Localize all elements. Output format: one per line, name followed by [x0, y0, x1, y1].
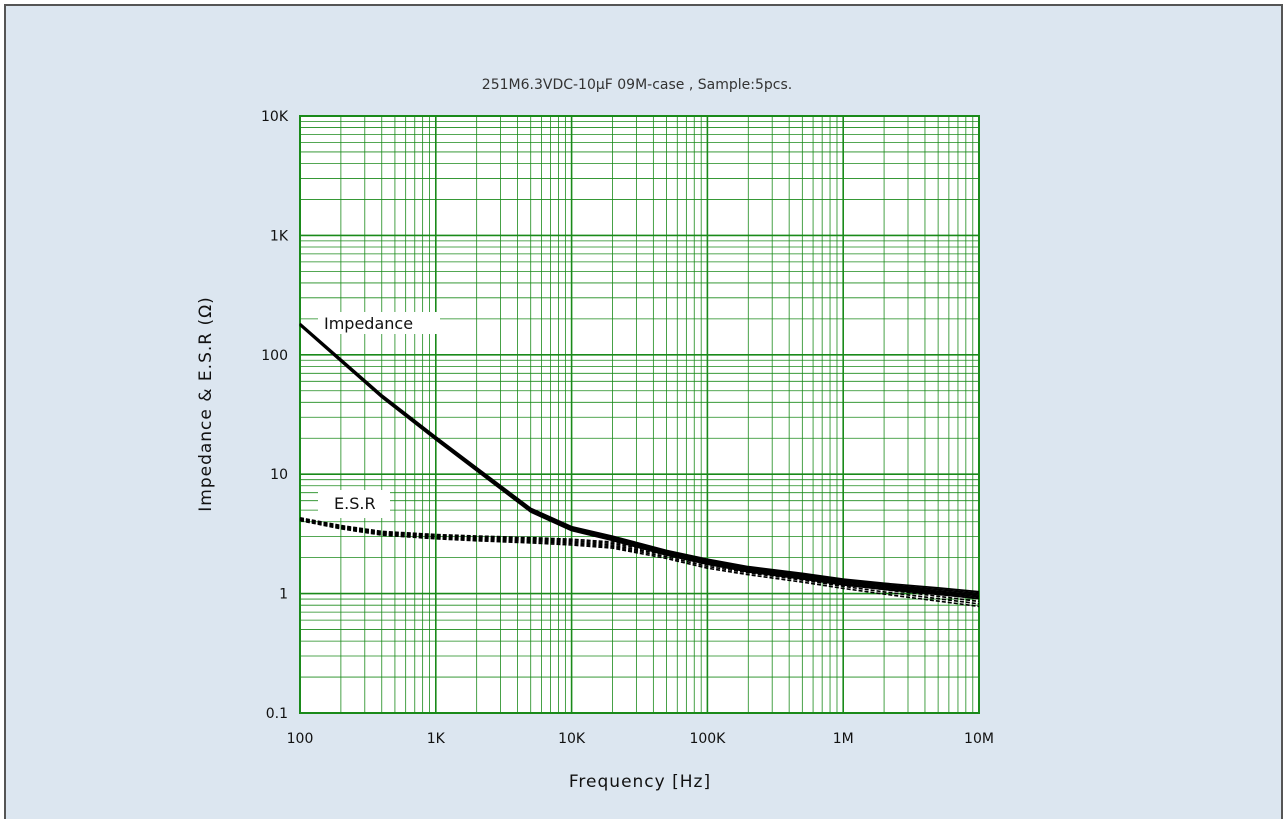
chart-title: 251M6.3VDC-10μF 09M-case , Sample:5pcs.	[482, 77, 792, 93]
x-tick-label: 1M	[833, 731, 854, 747]
y-tick-label: 10	[270, 467, 288, 483]
x-tick-labels: 100 1K 10K 100K 1M 10M	[287, 731, 994, 747]
series-line	[299, 519, 980, 608]
series-line	[299, 517, 980, 598]
series-line	[299, 518, 980, 603]
impedance-label-bg	[318, 312, 440, 334]
esr-annotation: E.S.R	[334, 494, 376, 513]
x-tick-label: 10M	[964, 731, 994, 747]
x-tick-label: 100	[287, 731, 314, 747]
series-impedance	[299, 322, 980, 600]
series-line	[299, 519, 980, 605]
y-tick-labels: 0.1 1 10 100 1K 10K	[261, 109, 289, 722]
x-tick-label: 1K	[427, 731, 446, 747]
y-tick-label: 1	[279, 587, 288, 603]
y-tick-label: 10K	[261, 109, 289, 125]
series-line	[299, 517, 980, 600]
series-line	[299, 322, 980, 593]
y-tick-label: 0.1	[266, 706, 288, 722]
y-tick-label: 1K	[270, 228, 289, 244]
series-group	[299, 322, 980, 608]
y-tick-label: 100	[261, 348, 288, 364]
x-axis-label: Frequency [Hz]	[569, 772, 711, 792]
plot-area	[300, 116, 979, 713]
impedance-annotation: Impedance	[324, 314, 413, 333]
y-axis-label: Impedance & E.S.R (Ω)	[196, 296, 216, 512]
esr-label-bg	[318, 490, 390, 518]
x-tick-label: 100K	[689, 731, 726, 747]
x-tick-label: 10K	[558, 731, 586, 747]
series-e-s-r	[299, 517, 980, 608]
plot-border	[299, 115, 980, 714]
